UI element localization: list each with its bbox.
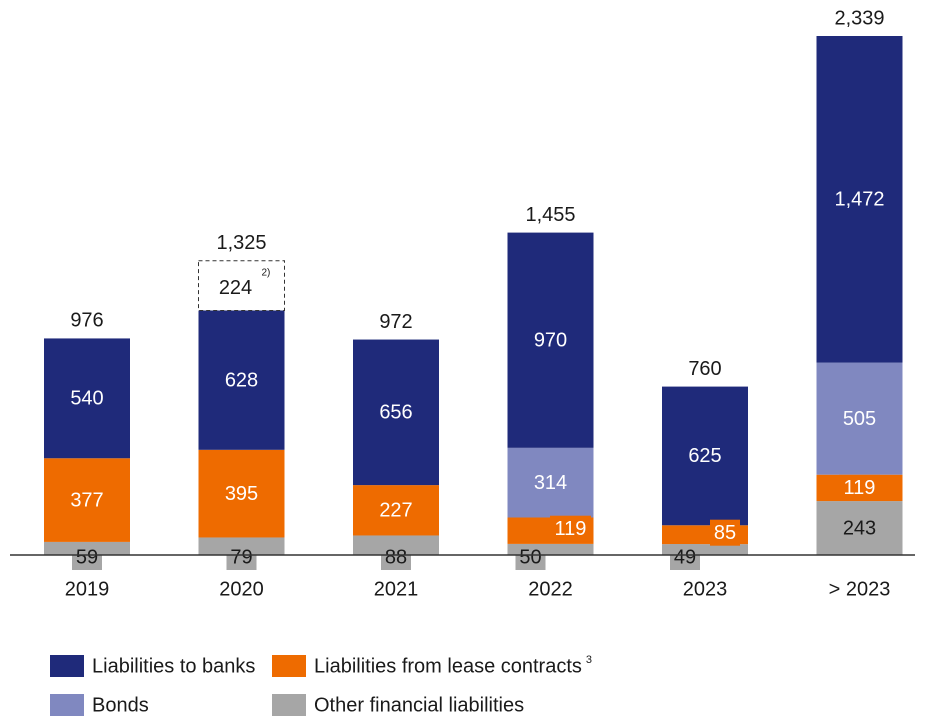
bar-segment xyxy=(816,362,903,475)
value-label: 88 xyxy=(385,546,407,568)
value-label: 79 xyxy=(230,546,252,568)
label-background xyxy=(381,544,411,570)
bar-segment xyxy=(662,386,748,526)
total-label: 760 xyxy=(688,358,721,380)
value-label: 85 xyxy=(714,522,736,544)
bar-segment xyxy=(198,310,285,450)
legend-swatch xyxy=(272,655,306,677)
value-label: 49 xyxy=(674,546,696,568)
x-tick-label: 2020 xyxy=(219,578,264,600)
label-background xyxy=(839,474,880,501)
footnote: 2) xyxy=(262,267,271,278)
bar-segment xyxy=(816,501,903,555)
value-label: 970 xyxy=(534,329,567,351)
label-background xyxy=(72,544,102,570)
label-background xyxy=(710,519,740,546)
dashed-segment xyxy=(198,260,285,311)
bar-segment xyxy=(44,338,130,459)
legend-label: Liabilities from lease contracts xyxy=(314,655,582,677)
x-tick-label: 2023 xyxy=(683,578,728,600)
legend-label: Bonds xyxy=(92,694,149,716)
value-label: 1,472 xyxy=(834,189,884,211)
value-label: 628 xyxy=(225,369,258,391)
label-background xyxy=(226,544,257,570)
legend-swatch xyxy=(50,694,84,716)
x-tick-label: 2022 xyxy=(528,578,573,600)
value-label: 540 xyxy=(70,388,103,410)
label-background xyxy=(670,544,700,570)
value-label: 505 xyxy=(843,408,876,430)
value-label: 314 xyxy=(534,472,567,494)
bar-segment xyxy=(507,232,594,448)
legend-label: Other financial liabilities xyxy=(314,694,524,716)
value-label: 119 xyxy=(555,518,587,540)
total-label: 2,339 xyxy=(834,7,884,29)
value-label: 59 xyxy=(76,546,98,568)
legend-swatch xyxy=(272,694,306,716)
x-tick-label: > 2023 xyxy=(829,578,891,600)
bar-segment xyxy=(662,544,748,555)
total-label: 1,455 xyxy=(525,204,575,226)
total-label: 1,325 xyxy=(216,232,266,254)
label-background xyxy=(515,544,546,570)
bar-segment xyxy=(353,339,439,486)
value-label: 243 xyxy=(843,517,876,539)
bar-segment xyxy=(44,458,130,542)
value-label: 227 xyxy=(379,500,412,522)
legend-footnote: 3 xyxy=(586,654,592,666)
legend-label: Liabilities to banks xyxy=(92,655,255,677)
total-label: 976 xyxy=(70,310,103,332)
value-label: 119 xyxy=(844,477,876,499)
bar-segment xyxy=(816,36,903,363)
label-background xyxy=(550,515,591,542)
bar-segment xyxy=(198,449,285,538)
bar-segment xyxy=(353,485,439,536)
value-label: 395 xyxy=(225,483,258,505)
value-label: 656 xyxy=(379,402,412,424)
dashed-value: 224 xyxy=(219,277,252,299)
value-label: 625 xyxy=(688,445,721,467)
legend-swatch xyxy=(50,655,84,677)
x-tick-label: 2019 xyxy=(65,578,110,600)
total-label: 972 xyxy=(379,311,412,333)
value-label: 50 xyxy=(519,546,541,568)
bar-segment xyxy=(507,543,594,555)
bar-segment xyxy=(507,447,594,518)
x-tick-label: 2021 xyxy=(374,578,419,600)
value-label: 377 xyxy=(70,489,103,511)
